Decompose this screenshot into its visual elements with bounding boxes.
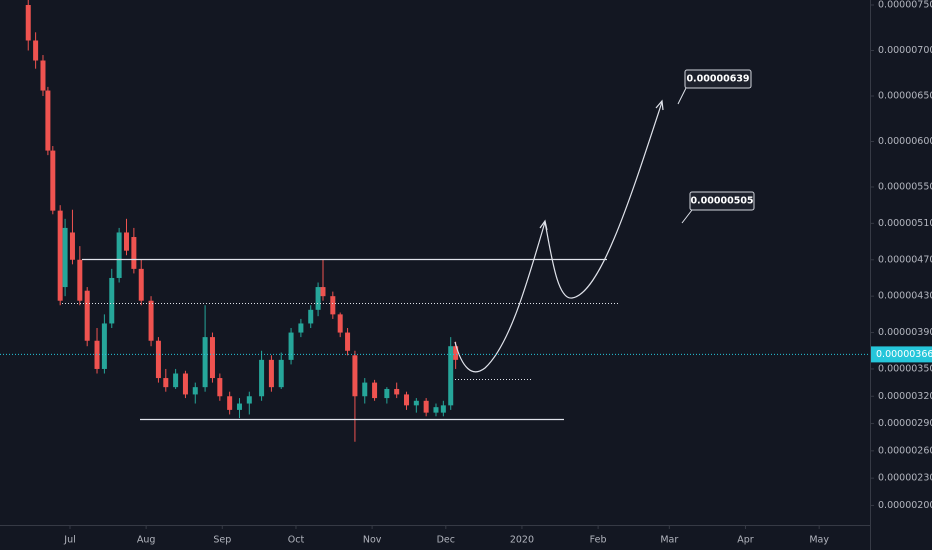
candle-body: [423, 400, 429, 413]
candle-body: [227, 396, 233, 410]
y-tick-label: 0.00000320: [878, 391, 932, 402]
callout-box: [689, 191, 755, 211]
candle-body: [330, 296, 336, 315]
candle-body: [362, 382, 368, 397]
candle-body: [163, 378, 169, 388]
y-tick-label: 0.00000650: [878, 90, 932, 101]
candle-body: [138, 268, 144, 301]
candle-body: [236, 403, 242, 410]
candle-body: [94, 340, 100, 369]
candle-body: [433, 407, 439, 413]
candle-body: [259, 359, 265, 397]
candle-body: [453, 346, 459, 360]
candles: [25, 0, 459, 442]
candle-body: [123, 232, 129, 251]
x-tick-label: Aug: [137, 535, 156, 546]
drawings: [62, 87, 693, 421]
candle-body: [116, 232, 122, 278]
x-tick-label: Feb: [590, 535, 607, 546]
candle-body: [288, 332, 294, 360]
candle-body: [40, 60, 46, 91]
candle-body: [413, 400, 419, 406]
candle-body: [209, 337, 215, 379]
y-tick-label: 0.00000700: [878, 45, 932, 56]
candle-body: [320, 287, 326, 297]
last-price-box: [871, 346, 932, 363]
candle-body: [440, 405, 446, 413]
x-tick-label: Dec: [437, 535, 455, 546]
y-tick-label: 0.00000350: [878, 363, 932, 374]
candle-body: [148, 300, 154, 341]
arrow-head: [655, 99, 664, 111]
candle-body: [50, 150, 56, 211]
candle-body: [308, 309, 314, 324]
y-tick-label: 0.00000200: [878, 500, 932, 511]
candle-body: [202, 337, 208, 388]
y-tick-label: 0.00000260: [878, 445, 932, 456]
candle-body: [45, 90, 51, 151]
candle-body: [182, 373, 188, 395]
candle-body: [345, 332, 351, 351]
callout-pointer: [681, 209, 693, 224]
x-tick-label: Apr: [737, 535, 754, 546]
candle-body: [278, 359, 284, 388]
y-tick-label: 0.00000390: [878, 327, 932, 338]
candle-body: [352, 355, 358, 397]
candle-body: [109, 277, 115, 324]
y-tick-label: 0.00000230: [878, 473, 932, 484]
callout-text: 0.00000639: [686, 74, 749, 85]
candle-body: [131, 237, 137, 269]
candle-body: [62, 227, 68, 288]
y-tick-label: 0.00000290: [878, 418, 932, 429]
y-tick-label: 0.00000600: [878, 136, 932, 147]
candle-body: [298, 323, 304, 333]
candle-body: [394, 388, 400, 395]
y-tick-label: 0.00000510: [878, 218, 932, 229]
y-tick-label: 0.00000550: [878, 181, 932, 192]
x-tick-label: 2020: [510, 535, 534, 546]
callout-text: 0.00000505: [690, 196, 753, 207]
y-tick-label: 0.00000750: [878, 0, 932, 11]
candle-body: [33, 40, 39, 61]
candle-body: [448, 346, 454, 406]
last-price-label: 0.00000366: [876, 349, 932, 360]
x-tick-label: Nov: [363, 535, 382, 546]
x-tick-label: Oct: [288, 535, 305, 546]
candle-body: [246, 396, 252, 404]
x-tick-label: May: [809, 535, 829, 546]
candle-body: [155, 340, 161, 379]
projection-path: [454, 101, 663, 373]
x-tick-label: Sep: [213, 535, 231, 546]
candle-body: [77, 259, 83, 301]
x-tick-label: Jul: [63, 535, 75, 546]
candle-body: [384, 388, 390, 399]
candle-body: [315, 287, 321, 310]
candle-body: [337, 314, 343, 333]
x-tick-label: Mar: [660, 535, 678, 546]
candle-body: [84, 290, 90, 341]
arrow-head: [539, 219, 548, 231]
candle-body: [25, 5, 31, 41]
candle-body: [372, 382, 378, 399]
candle-body: [69, 232, 75, 260]
callout-box: [684, 69, 752, 89]
candle-body: [268, 359, 274, 388]
candle-body: [404, 394, 410, 406]
callout-pointer: [677, 87, 687, 105]
candle-body: [217, 378, 223, 397]
candle-body: [173, 373, 179, 388]
y-tick-label: 0.00000430: [878, 291, 932, 302]
y-tick-label: 0.00000470: [878, 254, 932, 265]
candle-body: [192, 387, 198, 395]
candle-body: [57, 210, 63, 301]
candle-body: [101, 323, 107, 369]
